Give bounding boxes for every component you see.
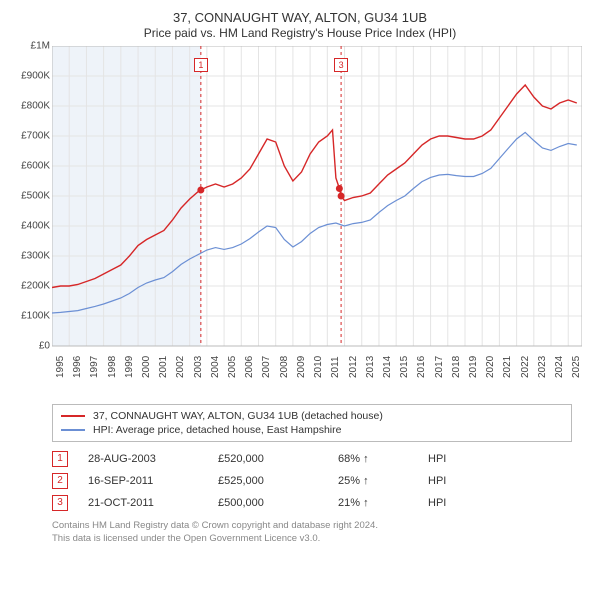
x-axis-tick-label: 2010 [313, 356, 324, 378]
event-row: 1 28-AUG-2003 £520,000 68% ↑ HPI [52, 448, 572, 470]
event-price: £525,000 [218, 475, 318, 487]
x-axis-tick-label: 2003 [193, 356, 204, 378]
x-axis-tick-label: 1998 [107, 356, 118, 378]
x-axis-tick-label: 2018 [451, 356, 462, 378]
y-axis-tick-label: £800K [21, 101, 50, 112]
event-ref: HPI [428, 453, 446, 465]
legend-label: 37, CONNAUGHT WAY, ALTON, GU34 1UB (deta… [93, 410, 383, 422]
chart-container: £0 £100K £200K £300K £400K £500K £600K £700K £80… [10, 46, 590, 396]
y-axis-tick-label: £500K [21, 191, 50, 202]
event-delta: 25% ↑ [338, 475, 408, 487]
y-axis-tick-label: £1M [31, 41, 50, 52]
footer-attribution: Contains HM Land Registry data © Crown c… [52, 520, 572, 546]
x-axis-tick-label: 2004 [210, 356, 221, 378]
y-axis-tick-label: £0 [39, 341, 50, 352]
x-axis-tick-label: 2021 [502, 356, 513, 378]
x-axis-tick-label: 1997 [89, 356, 100, 378]
chart-subtitle: Price paid vs. HM Land Registry's House … [10, 26, 590, 40]
x-axis-tick-label: 2008 [279, 356, 290, 378]
legend-swatch [61, 415, 85, 417]
line-chart [52, 46, 582, 386]
x-axis-tick-label: 2009 [296, 356, 307, 378]
event-date: 21-OCT-2011 [88, 497, 198, 509]
y-axis-tick-label: £700K [21, 131, 50, 142]
x-axis-tick-label: 2023 [537, 356, 548, 378]
event-delta: 68% ↑ [338, 453, 408, 465]
x-axis-tick-label: 2025 [571, 356, 582, 378]
x-axis-tick-label: 1996 [72, 356, 83, 378]
x-axis-tick-label: 2022 [520, 356, 531, 378]
x-axis-tick-label: 2007 [261, 356, 272, 378]
y-axis-tick-label: £600K [21, 161, 50, 172]
x-axis-tick-label: 2020 [485, 356, 496, 378]
x-axis-tick-label: 2001 [158, 356, 169, 378]
x-axis-tick-label: 2014 [382, 356, 393, 378]
x-axis-tick-label: 2017 [434, 356, 445, 378]
legend-row: HPI: Average price, detached house, East… [61, 423, 563, 437]
event-badge: 2 [52, 473, 68, 489]
y-axis-tick-label: £400K [21, 221, 50, 232]
event-marker-badge: 3 [334, 58, 348, 72]
x-axis-tick-label: 2024 [554, 356, 565, 378]
event-badge: 3 [52, 495, 68, 511]
y-axis-tick-label: £300K [21, 251, 50, 262]
footer-line: Contains HM Land Registry data © Crown c… [52, 520, 572, 533]
legend-swatch [61, 429, 85, 431]
x-axis-tick-label: 2015 [399, 356, 410, 378]
event-date: 16-SEP-2011 [88, 475, 198, 487]
event-ref: HPI [428, 475, 446, 487]
event-price: £500,000 [218, 497, 318, 509]
event-row: 3 21-OCT-2011 £500,000 21% ↑ HPI [52, 492, 572, 514]
event-ref: HPI [428, 497, 446, 509]
event-delta: 21% ↑ [338, 497, 408, 509]
y-axis-tick-label: £200K [21, 281, 50, 292]
x-axis-tick-label: 2000 [141, 356, 152, 378]
x-axis-tick-label: 2005 [227, 356, 238, 378]
y-axis-tick-label: £100K [21, 311, 50, 322]
events-table: 1 28-AUG-2003 £520,000 68% ↑ HPI 2 16-SEP-2011… [52, 448, 572, 514]
y-axis-tick-label: £900K [21, 71, 50, 82]
chart-title: 37, CONNAUGHT WAY, ALTON, GU34 1UB [10, 10, 590, 25]
event-date: 28-AUG-2003 [88, 453, 198, 465]
legend: 37, CONNAUGHT WAY, ALTON, GU34 1UB (deta… [52, 404, 572, 442]
event-badge: 1 [52, 451, 68, 467]
x-axis-tick-label: 2011 [330, 356, 341, 378]
event-row: 2 16-SEP-2011 £525,000 25% ↑ HPI [52, 470, 572, 492]
event-price: £520,000 [218, 453, 318, 465]
legend-label: HPI: Average price, detached house, East… [93, 424, 341, 436]
x-axis-tick-label: 2013 [365, 356, 376, 378]
x-axis-tick-label: 2019 [468, 356, 479, 378]
x-axis-tick-label: 2016 [416, 356, 427, 378]
footer-line: This data is licensed under the Open Gov… [52, 533, 572, 546]
x-axis-tick-label: 2012 [348, 356, 359, 378]
legend-row: 37, CONNAUGHT WAY, ALTON, GU34 1UB (deta… [61, 409, 563, 423]
x-axis-tick-label: 1995 [55, 356, 66, 378]
x-axis-tick-label: 2006 [244, 356, 255, 378]
event-marker-badge: 1 [194, 58, 208, 72]
x-axis-tick-label: 2002 [175, 356, 186, 378]
x-axis-tick-label: 1999 [124, 356, 135, 378]
